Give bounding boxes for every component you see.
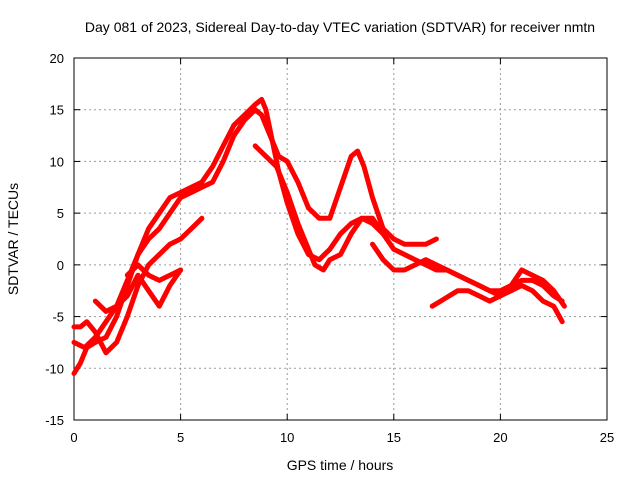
axis-ticks: 0 5 10 15 20 25 -15 -10 -5 0 5 10 15 20 xyxy=(45,51,614,445)
x-tick-label: 0 xyxy=(70,430,77,445)
series-line-arc-4 xyxy=(92,267,184,314)
x-axis-label: GPS time / hours xyxy=(287,457,394,473)
plot-frame xyxy=(73,57,608,421)
series-line-arc-2 xyxy=(71,107,439,351)
y-tick-label: 15 xyxy=(50,103,64,118)
x-tick-label: 25 xyxy=(600,430,614,445)
series-line-arc-3 xyxy=(71,215,205,356)
y-tick-label: 20 xyxy=(50,51,64,66)
y-tick-label: 10 xyxy=(50,154,64,169)
x-tick-label: 10 xyxy=(280,430,294,445)
series-line-arc-8 xyxy=(429,283,565,325)
series-group xyxy=(71,96,567,376)
x-tick-label: 20 xyxy=(493,430,507,445)
y-tick-label: -15 xyxy=(45,413,64,428)
grid xyxy=(74,58,607,420)
y-tick-label: -5 xyxy=(52,310,64,325)
y-tick-label: 5 xyxy=(57,206,64,221)
y-tick-label: 0 xyxy=(57,258,64,273)
x-tick-label: 15 xyxy=(387,430,401,445)
x-tick-label: 5 xyxy=(177,430,184,445)
chart-title: Day 081 of 2023, Sidereal Day-to-day VTE… xyxy=(85,19,595,35)
y-tick-label: -10 xyxy=(45,361,64,376)
series-line-arc-5 xyxy=(124,262,184,283)
series-line-arc-7 xyxy=(370,241,567,309)
y-axis-label: SDTVAR / TECUs xyxy=(5,183,21,295)
series-line-arc-6 xyxy=(252,143,386,273)
series-line-arc-1 xyxy=(71,96,565,376)
